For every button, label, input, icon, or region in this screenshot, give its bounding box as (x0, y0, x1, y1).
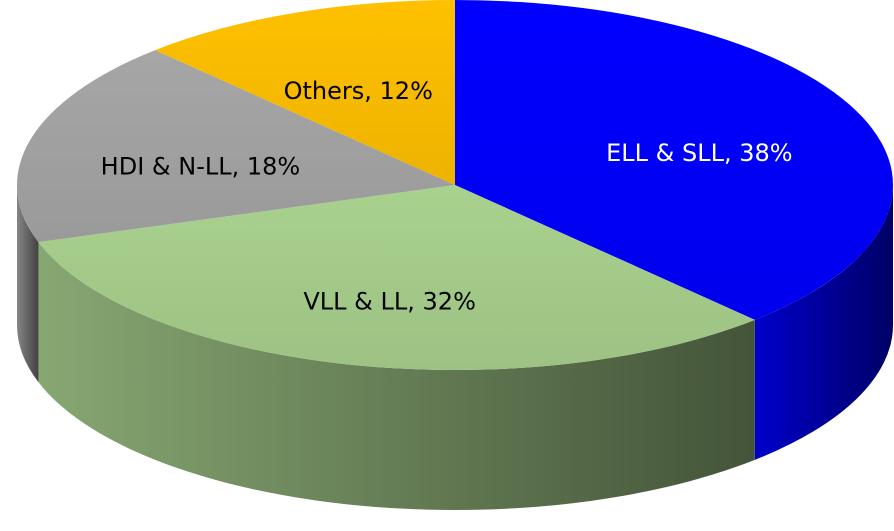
data-label: ELL & SLL, 38% (606, 139, 792, 167)
pie-side (17, 185, 39, 383)
pie-slice (455, 0, 893, 320)
pie-side (754, 185, 893, 460)
pie-slice (17, 50, 456, 243)
data-label: VLL & LL, 32% (303, 288, 475, 316)
data-label: Others, 12% (284, 77, 433, 105)
data-label: HDI & N-LL, 18% (101, 152, 301, 180)
pie-side (38, 242, 755, 510)
pie-slice (155, 0, 455, 185)
pie-slice (38, 185, 755, 370)
